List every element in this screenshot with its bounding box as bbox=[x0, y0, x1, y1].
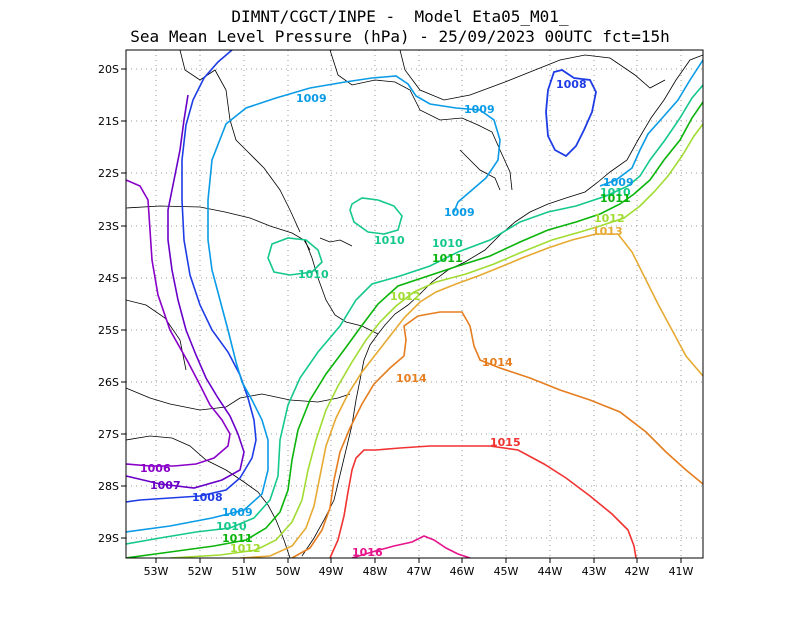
lat-tick-label: 26S bbox=[98, 376, 119, 389]
lon-tick-label: 42W bbox=[625, 565, 650, 578]
lat-tick-label: 29S bbox=[98, 532, 119, 545]
axis-ticks bbox=[121, 68, 682, 563]
lat-tick-label: 20S bbox=[98, 63, 119, 76]
contour-label-1011: 1011 bbox=[432, 252, 463, 265]
lat-tick-label: 22S bbox=[98, 167, 119, 180]
contour-label-1012: 1012 bbox=[390, 290, 421, 303]
lon-tick-label: 53W bbox=[144, 565, 169, 578]
lat-tick-label: 28S bbox=[98, 480, 119, 493]
contour-label-1008: 1008 bbox=[192, 491, 223, 504]
contour-label-1010: 1010 bbox=[298, 268, 329, 281]
lon-tick-label: 52W bbox=[188, 565, 213, 578]
contour-label-1006: 1006 bbox=[140, 462, 171, 475]
contour-label-1010: 1010 bbox=[216, 520, 247, 533]
lat-tick-label: 25S bbox=[98, 324, 119, 337]
lon-tick-label: 41W bbox=[669, 565, 694, 578]
contour-labels: 1006 1007 1008 1008 1009 1009 1009 1009 … bbox=[140, 78, 634, 559]
lat-tick-label: 24S bbox=[98, 272, 119, 285]
lon-tick-label: 50W bbox=[276, 565, 301, 578]
isobar-1007 bbox=[126, 94, 245, 489]
lon-tick-label: 47W bbox=[407, 565, 432, 578]
contour-label-1009: 1009 bbox=[444, 206, 475, 219]
contour-label-1012: 1012 bbox=[594, 212, 625, 225]
isobar-1010 bbox=[126, 84, 703, 545]
lon-tick-label: 45W bbox=[494, 565, 519, 578]
contour-label-1010: 1010 bbox=[600, 186, 631, 199]
isobar-1008-west bbox=[126, 50, 257, 503]
contour-label-1011: 1011 bbox=[600, 192, 631, 205]
contour-label-1009: 1009 bbox=[464, 103, 495, 116]
contour-label-1010: 1010 bbox=[432, 237, 463, 250]
contour-label-1016: 1016 bbox=[352, 546, 383, 559]
lon-tick-label: 44W bbox=[538, 565, 563, 578]
coastline-and-borders bbox=[126, 50, 703, 558]
chart-title-line2: Sea Mean Level Pressure (hPa) - 25/09/20… bbox=[130, 27, 670, 46]
latitude-axis: 20S 21S 22S 23S 24S 25S 26S 27S 28S 29S bbox=[98, 63, 119, 545]
lat-tick-label: 21S bbox=[98, 115, 119, 128]
lon-tick-label: 49W bbox=[319, 565, 344, 578]
lon-tick-label: 43W bbox=[582, 565, 607, 578]
isobar-1012 bbox=[169, 123, 703, 558]
contour-label-1014: 1014 bbox=[396, 372, 427, 385]
isobar-1014 bbox=[291, 311, 703, 558]
graticule bbox=[126, 50, 703, 558]
isobar-1015 bbox=[329, 445, 637, 558]
contour-label-1009: 1009 bbox=[296, 92, 327, 105]
chart-title-line1: DIMNT/CGCT/INPE - Model Eta05_M01_ bbox=[231, 7, 569, 26]
contour-label-1009: 1009 bbox=[222, 506, 253, 519]
plot-frame bbox=[125, 49, 704, 559]
isobar-1013 bbox=[239, 233, 703, 558]
isobar-1011 bbox=[126, 101, 703, 558]
contour-label-1008: 1008 bbox=[556, 78, 587, 91]
isobar-1016 bbox=[351, 535, 471, 558]
contour-label-1011: 1011 bbox=[222, 532, 253, 545]
longitude-axis: 53W 52W 51W 50W 49W 48W 47W 46W 45W 44W … bbox=[144, 565, 694, 578]
lat-tick-label: 23S bbox=[98, 220, 119, 233]
contour-label-1012: 1012 bbox=[230, 542, 261, 555]
isobar-1006 bbox=[126, 179, 231, 467]
lat-tick-label: 27S bbox=[98, 428, 119, 441]
contour-label-1007: 1007 bbox=[150, 479, 181, 492]
contour-label-1014: 1014 bbox=[482, 356, 513, 369]
lon-tick-label: 48W bbox=[363, 565, 388, 578]
lon-tick-label: 51W bbox=[232, 565, 257, 578]
isobar-1008-north bbox=[545, 69, 597, 158]
contour-label-1009: 1009 bbox=[603, 176, 634, 189]
contour-label-1015: 1015 bbox=[490, 436, 521, 449]
lon-tick-label: 46W bbox=[450, 565, 475, 578]
contour-label-1013: 1013 bbox=[592, 225, 623, 238]
contour-label-1010: 1010 bbox=[374, 234, 405, 247]
isobar-1009 bbox=[126, 59, 703, 533]
